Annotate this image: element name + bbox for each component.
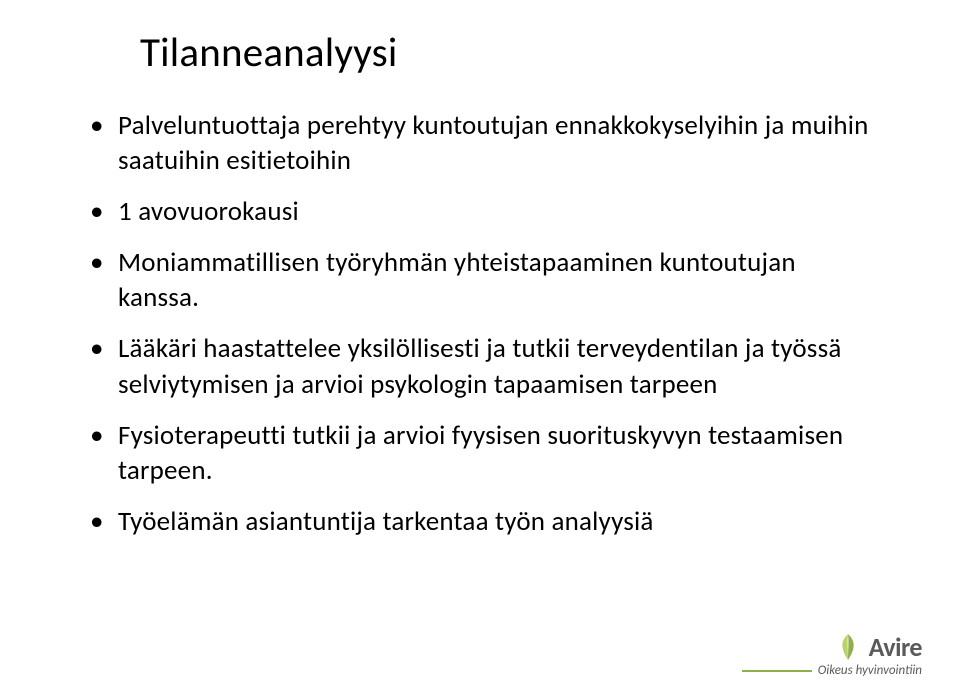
bullet-item: 1 avovuorokausi — [90, 194, 880, 229]
slide: Tilanneanalyysi Palveluntuottaja perehty… — [0, 0, 960, 692]
leaf-left — [842, 634, 848, 660]
logo-tagline: Oikeus hyvinvointiin — [818, 663, 922, 678]
leaf-icon — [833, 632, 863, 662]
tagline-dash-icon — [742, 670, 812, 672]
tagline-row: Oikeus hyvinvointiin — [742, 663, 922, 678]
slide-title: Tilanneanalyysi — [140, 28, 880, 78]
logo-row: Avire — [833, 631, 922, 663]
bullet-item: Moniammatillisen työryhmän yhteistapaami… — [90, 245, 880, 315]
bullet-list: Palveluntuottaja perehtyy kuntoutujan en… — [90, 108, 880, 539]
leaf-right — [848, 634, 854, 660]
bullet-item: Lääkäri haastattelee yksilöllisesti ja t… — [90, 331, 880, 401]
bullet-item: Palveluntuottaja perehtyy kuntoutujan en… — [90, 108, 880, 178]
logo-name: Avire — [869, 631, 922, 663]
bullet-item: Fysioterapeutti tutkii ja arvioi fyysise… — [90, 418, 880, 488]
bullet-item: Työelämän asiantuntija tarkentaa työn an… — [90, 504, 880, 539]
footer-logo-block: Avire Oikeus hyvinvointiin — [742, 631, 922, 678]
